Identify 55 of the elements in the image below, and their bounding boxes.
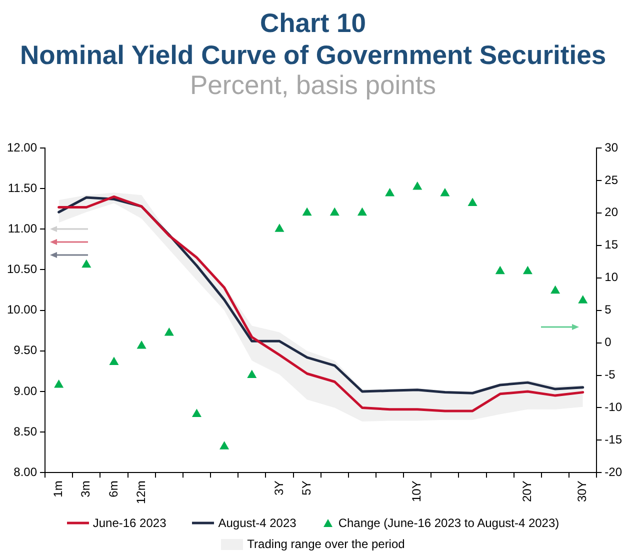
point (54, 380, 64, 388)
y-tick-label: 9.00 (14, 384, 38, 398)
point (550, 285, 560, 294)
y2-tick-label: 25 (604, 172, 618, 187)
point (302, 207, 312, 216)
y-tick-label: 10.00 (7, 302, 38, 317)
y-tick-label: 10.50 (7, 262, 38, 276)
y2-tick-label: 5 (604, 302, 612, 317)
point (247, 370, 257, 378)
y-tick-label: 9.50 (14, 343, 38, 358)
y-tick-label: 8.00 (14, 464, 38, 479)
chart-title: Chart 10 Nominal Yield Curve of Government Securities (20, 7, 606, 71)
y2-tick-label: 10 (604, 270, 618, 284)
y-tick-label: 8.50 (14, 424, 38, 438)
y2-tick-label: 30 (604, 140, 618, 154)
x-tick-label: 3Y (272, 480, 286, 496)
legend-label: August-4 2023 (218, 515, 296, 531)
y2-tick-label: 20 (604, 205, 618, 220)
y2-tick-label: 0 (604, 335, 612, 350)
point (440, 188, 450, 196)
point (357, 207, 367, 216)
y2-tick-label: -15 (604, 432, 622, 447)
y2-tick-label: 15 (604, 238, 618, 252)
y2-tick-label: -10 (604, 400, 622, 414)
point (109, 356, 119, 366)
x-tick-label: 30Y (575, 480, 590, 502)
point (468, 198, 478, 206)
point (330, 207, 340, 216)
chart-subtitle: Percent, basis points (190, 69, 436, 101)
point (220, 441, 230, 450)
legend-label: Trading range over the period (247, 536, 405, 552)
x-tick-label: 6m (106, 480, 120, 498)
point (522, 266, 532, 274)
point (82, 259, 92, 268)
point (164, 328, 174, 336)
point (578, 295, 588, 304)
legend-label: June-16 2023 (92, 515, 166, 531)
x-tick-label: 5Y (299, 480, 314, 496)
y-tick-label: 12.00 (7, 140, 38, 154)
x-tick-label: 12m (134, 480, 148, 504)
x-tick-label: 10Y (410, 480, 424, 502)
point (412, 181, 422, 190)
legend-label: Change (June-16 2023 to August-4 2023) (338, 515, 560, 531)
y-tick-label: 11.00 (8, 221, 38, 236)
point (192, 408, 202, 417)
x-tick-label: 20Y (520, 480, 534, 502)
y-tick-label: 11.50 (8, 180, 38, 195)
x-tick-label: 3m (78, 480, 93, 498)
point (385, 188, 395, 196)
point (136, 340, 146, 349)
point (495, 266, 505, 274)
y2-tick-label: -20 (604, 464, 622, 479)
x-tick-label: 1m (51, 480, 66, 498)
y2-tick-label: -5 (604, 368, 616, 382)
point (274, 224, 284, 232)
